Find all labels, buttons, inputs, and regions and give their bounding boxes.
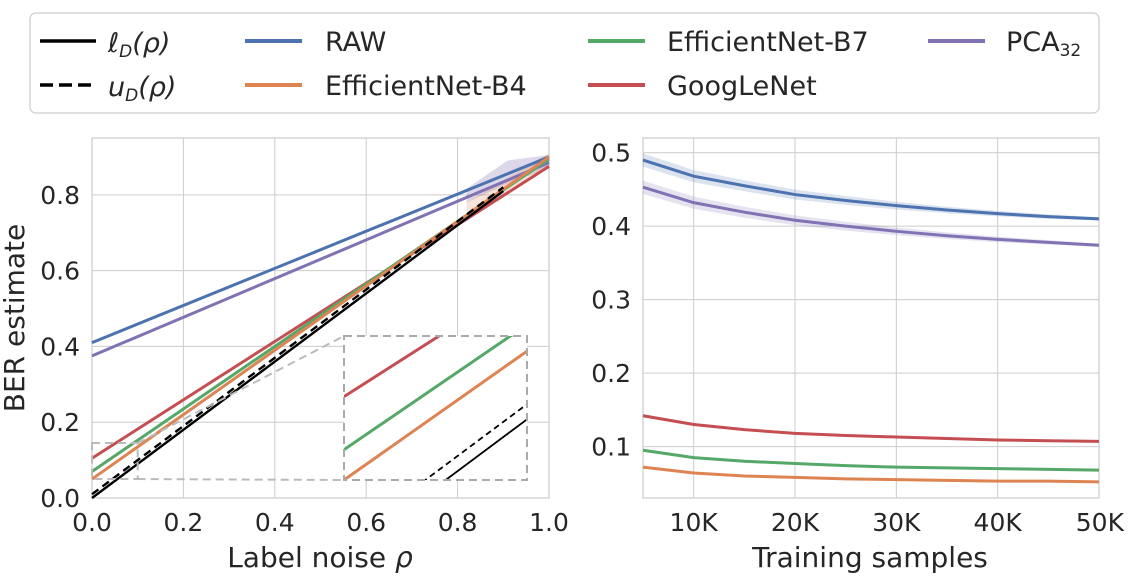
- plot-left-y-ticks: 0.0 0.2 0.4 0.6 0.8: [40, 181, 80, 513]
- x-tick-label: 30K: [872, 508, 921, 537]
- inset-background: [344, 336, 527, 480]
- legend: ℓD(ρ) uD(ρ) RAW EfficientNet-B4 Efficien…: [29, 12, 1100, 114]
- plot-right-frame: [642, 137, 1100, 499]
- x-tick-label: 20K: [771, 508, 820, 537]
- y-tick-label: 0.0: [40, 484, 80, 513]
- legend-label-upper: uD(ρ): [108, 72, 176, 106]
- inset-plot: [343, 335, 528, 481]
- series-line-raw: [642, 158, 1100, 221]
- plot-right-grid: [643, 138, 1099, 498]
- zoom-region-box: [91, 442, 139, 481]
- inset-line-l-d-rho: [444, 418, 527, 480]
- plot-left-lines: [91, 155, 550, 499]
- legend-label-googlenet: GoogLeNet: [667, 71, 817, 102]
- plot-label-noise: 0.0 0.2 0.4 0.6 0.8 1.0 0.0 0.2 0.4 0.6 0.8 Label…: [40, 137, 569, 574]
- series-line-pca-32: [91, 161, 550, 358]
- y-tick-label: 0.8: [40, 181, 80, 210]
- y-tick-label: 0.5: [591, 139, 631, 168]
- inset-frame: [343, 335, 528, 481]
- y-tick-label: 0.6: [40, 257, 80, 286]
- y-tick-label: 0.2: [591, 359, 631, 388]
- x-axis-label-left: Label noise ρ: [227, 541, 413, 574]
- legend-label-b7: EfficientNet-B7: [667, 27, 869, 58]
- plot-right-lines: [642, 158, 1100, 484]
- series-line-u-d-rho: [91, 186, 505, 496]
- series-line-efficientnet-b7: [642, 448, 1100, 472]
- series-line-googlenet: [642, 414, 1100, 443]
- zoom-connector-bottom: [137, 478, 345, 481]
- y-tick-label: 0.1: [591, 433, 631, 462]
- legend-label-raw: RAW: [325, 27, 386, 58]
- legend-label-pca: PCA32: [1006, 27, 1081, 61]
- y-tick-label: 0.3: [591, 286, 631, 315]
- y-axis-label: BER estimate: [0, 224, 31, 412]
- x-tick-label: 0.4: [255, 508, 295, 537]
- plot-right-x-ticks: 10K 20K 30K 40K 50K: [670, 508, 1125, 537]
- series-line-raw: [91, 155, 550, 345]
- inset-lines: [344, 336, 527, 480]
- band-raw: [643, 153, 1099, 221]
- x-tick-label: 1.0: [529, 508, 569, 537]
- inset-line-efficientnet-b4: [344, 349, 527, 480]
- y-tick-label: 0.4: [591, 212, 631, 241]
- legend-label-lower: ℓD(ρ): [107, 28, 170, 62]
- x-tick-label: 0.0: [72, 508, 112, 537]
- zoom-region: [91, 335, 345, 481]
- series-line-efficientnet-b4: [642, 465, 1100, 484]
- x-tick-label: 0.6: [346, 508, 386, 537]
- series-line-pca-32: [642, 185, 1100, 247]
- band-pca-32: [643, 180, 1099, 247]
- inset-line-googlenet: [344, 336, 442, 399]
- series-line-l-d-rho: [91, 190, 505, 499]
- plot-right-y-ticks: 0.1 0.2 0.3 0.4 0.5: [591, 139, 631, 462]
- x-tick-label: 40K: [974, 508, 1023, 537]
- x-tick-label: 10K: [670, 508, 719, 537]
- inset-line-efficientnet-b7: [344, 336, 514, 452]
- legend-frame: [29, 12, 1100, 114]
- x-axis-label-right: Training samples: [751, 541, 988, 574]
- y-tick-label: 0.2: [40, 408, 80, 437]
- x-tick-label: 50K: [1076, 508, 1125, 537]
- legend-label-b4: EfficientNet-B4: [325, 71, 527, 102]
- y-tick-label: 0.4: [40, 332, 80, 361]
- x-tick-label: 0.8: [438, 508, 478, 537]
- plot-training-samples: 10K 20K 30K 40K 50K 0.1 0.2 0.3 0.4 0.5 Training…: [591, 137, 1125, 574]
- x-tick-label: 0.2: [164, 508, 204, 537]
- plot-left-x-ticks: 0.0 0.2 0.4 0.6 0.8 1.0: [72, 508, 569, 537]
